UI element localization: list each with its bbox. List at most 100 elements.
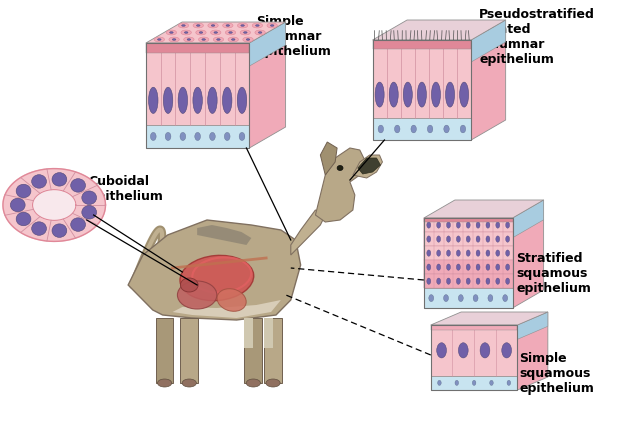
Bar — [424, 288, 512, 308]
Ellipse shape — [16, 184, 31, 198]
Ellipse shape — [255, 30, 265, 35]
Text: Simple
columnar
epithelium: Simple columnar epithelium — [256, 15, 331, 58]
Polygon shape — [471, 20, 505, 140]
Ellipse shape — [211, 24, 215, 26]
Ellipse shape — [258, 32, 262, 33]
Ellipse shape — [486, 222, 490, 228]
Ellipse shape — [82, 205, 97, 219]
Bar — [373, 118, 471, 140]
Ellipse shape — [437, 278, 441, 284]
Ellipse shape — [466, 236, 470, 242]
Bar — [245, 318, 253, 348]
Text: Cuboidal
epithelium: Cuboidal epithelium — [89, 175, 163, 203]
Ellipse shape — [225, 30, 236, 35]
Ellipse shape — [243, 32, 247, 33]
Bar — [424, 218, 512, 308]
Ellipse shape — [496, 250, 500, 256]
Polygon shape — [250, 22, 286, 148]
Ellipse shape — [214, 32, 218, 33]
Polygon shape — [32, 190, 76, 221]
Ellipse shape — [427, 250, 431, 256]
Ellipse shape — [11, 198, 25, 212]
Polygon shape — [512, 200, 544, 308]
Ellipse shape — [505, 250, 510, 256]
Ellipse shape — [437, 343, 446, 358]
Ellipse shape — [180, 133, 186, 140]
Ellipse shape — [486, 278, 490, 284]
Ellipse shape — [197, 24, 200, 26]
Ellipse shape — [208, 87, 217, 113]
Polygon shape — [358, 158, 381, 174]
Ellipse shape — [232, 39, 235, 40]
Ellipse shape — [267, 23, 277, 28]
Ellipse shape — [240, 30, 250, 35]
Ellipse shape — [496, 236, 500, 242]
Ellipse shape — [403, 82, 412, 107]
Ellipse shape — [243, 37, 253, 42]
Ellipse shape — [241, 24, 245, 26]
Ellipse shape — [455, 381, 459, 385]
Ellipse shape — [228, 37, 238, 42]
Ellipse shape — [427, 125, 433, 133]
Ellipse shape — [172, 39, 176, 40]
Ellipse shape — [459, 295, 463, 302]
Ellipse shape — [476, 222, 480, 228]
Ellipse shape — [447, 236, 451, 242]
Ellipse shape — [150, 133, 156, 140]
Ellipse shape — [431, 82, 441, 107]
Polygon shape — [197, 225, 251, 245]
Bar — [424, 274, 512, 288]
Ellipse shape — [193, 23, 203, 28]
Ellipse shape — [444, 295, 449, 302]
Ellipse shape — [437, 236, 441, 242]
Ellipse shape — [187, 39, 191, 40]
Ellipse shape — [456, 236, 461, 242]
Ellipse shape — [447, 278, 451, 284]
Bar — [424, 218, 512, 222]
Ellipse shape — [178, 23, 188, 28]
Bar — [264, 318, 273, 348]
Ellipse shape — [486, 250, 490, 256]
Text: Simple
squamous
epithelium: Simple squamous epithelium — [519, 352, 594, 395]
Polygon shape — [3, 169, 105, 242]
Ellipse shape — [71, 218, 85, 231]
Ellipse shape — [505, 236, 510, 242]
Ellipse shape — [237, 23, 248, 28]
Bar — [373, 40, 471, 140]
Bar — [264, 318, 282, 383]
Bar — [424, 260, 512, 274]
Ellipse shape — [446, 82, 454, 107]
Ellipse shape — [217, 39, 220, 40]
Ellipse shape — [456, 222, 461, 228]
Ellipse shape — [226, 24, 230, 26]
Ellipse shape — [496, 222, 500, 228]
Ellipse shape — [476, 278, 480, 284]
Ellipse shape — [437, 381, 441, 385]
Ellipse shape — [417, 82, 426, 107]
Ellipse shape — [270, 24, 274, 26]
Ellipse shape — [427, 278, 431, 284]
Ellipse shape — [210, 133, 215, 140]
Polygon shape — [424, 200, 544, 218]
Ellipse shape — [178, 87, 188, 113]
Ellipse shape — [389, 82, 398, 107]
Ellipse shape — [170, 32, 173, 33]
Ellipse shape — [488, 295, 493, 302]
Bar — [424, 232, 512, 246]
Ellipse shape — [447, 222, 451, 228]
Ellipse shape — [427, 264, 431, 270]
Polygon shape — [517, 312, 548, 339]
Ellipse shape — [149, 87, 158, 113]
Ellipse shape — [375, 82, 384, 107]
Ellipse shape — [225, 133, 230, 140]
Text: Stratified
squamous
epithelium: Stratified squamous epithelium — [517, 252, 592, 295]
Ellipse shape — [239, 133, 245, 140]
Ellipse shape — [52, 224, 67, 237]
Ellipse shape — [180, 255, 254, 301]
Ellipse shape — [496, 278, 500, 284]
Polygon shape — [373, 20, 505, 40]
Ellipse shape — [337, 166, 343, 170]
Ellipse shape — [459, 343, 468, 358]
Ellipse shape — [223, 23, 233, 28]
Ellipse shape — [213, 37, 223, 42]
